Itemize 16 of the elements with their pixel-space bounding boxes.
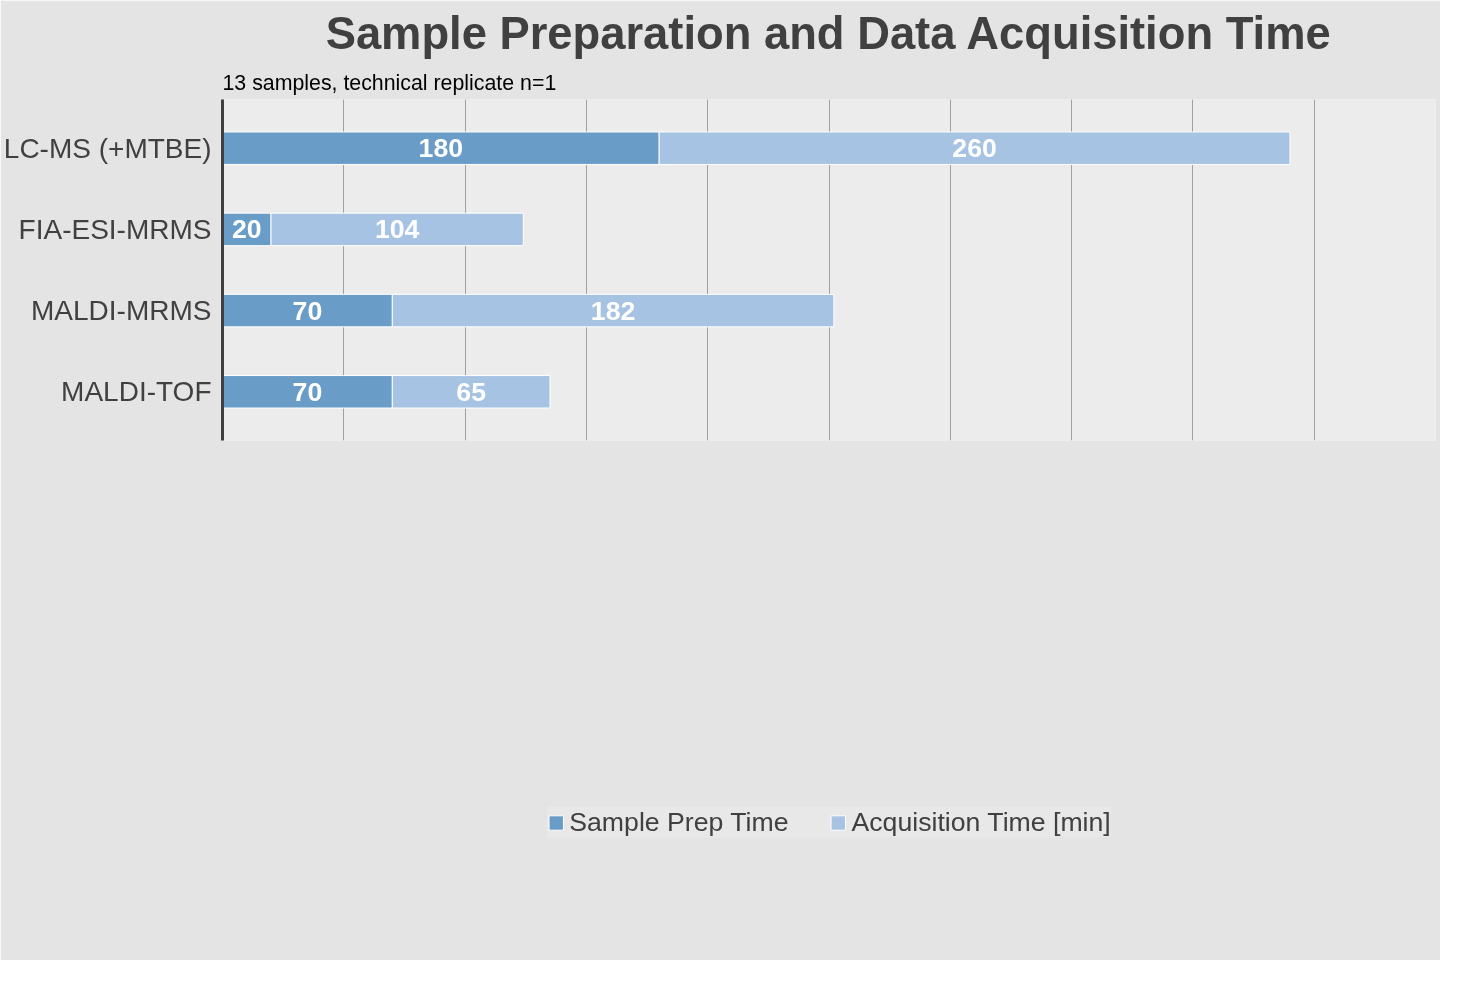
- chart-title: Sample Preparation and Data Acquisition Time: [325, 7, 1331, 59]
- y-tick-label: FIA-ESI-MRMS: [18, 213, 212, 245]
- data-label: 104: [374, 214, 420, 245]
- data-label: 182: [590, 295, 636, 326]
- data-label: 260: [952, 133, 997, 164]
- data-label: 70: [292, 295, 323, 326]
- data-label: 180: [418, 133, 464, 164]
- legend-label: Sample Prep Time: [569, 806, 789, 838]
- data-label: 70: [292, 376, 323, 407]
- y-tick-label: MALDI-TOF: [61, 376, 212, 408]
- data-label: 20: [231, 214, 262, 245]
- y-tick-label: MALDI-MRMS: [31, 295, 212, 327]
- legend-label: Acquisition Time [min]: [851, 806, 1111, 838]
- chart-subtitle: 13 samples, technical replicate n=1: [222, 70, 557, 95]
- y-tick-label: LC-MS (+MTBE): [3, 132, 212, 164]
- data-label: 65: [456, 376, 487, 407]
